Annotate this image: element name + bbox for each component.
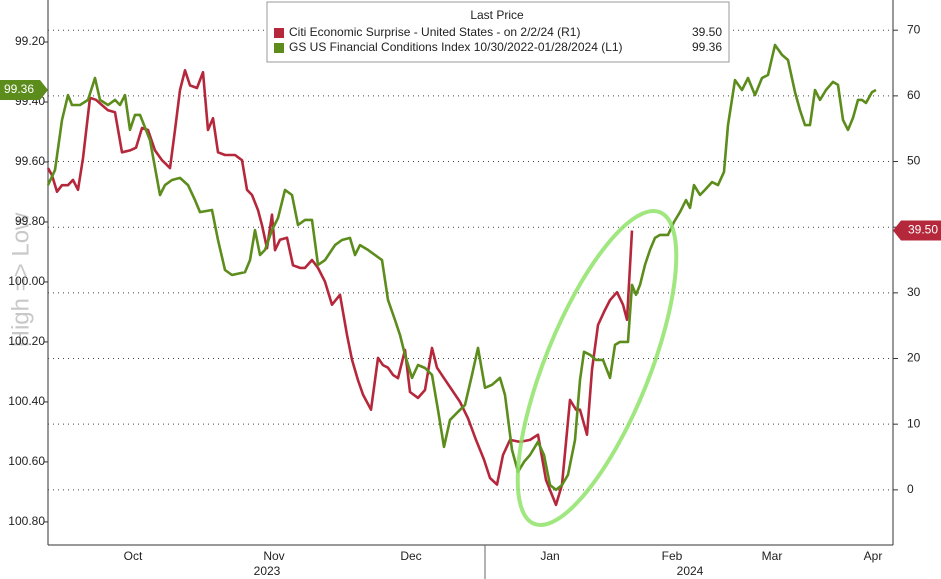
legend-value: 99.36	[692, 40, 722, 54]
y2-tick-label: 30	[907, 285, 921, 299]
year-label: 2024	[677, 564, 704, 578]
y-tick-label: 100.40	[8, 394, 45, 408]
legend-swatch	[274, 43, 284, 53]
last-value-badge: 39.50	[893, 220, 941, 241]
x-tick-label: Mar	[762, 549, 783, 563]
y-tick-label: 100.00	[8, 274, 45, 288]
y2-tick-label: 0	[907, 482, 914, 496]
y-tick-label: 100.20	[8, 334, 45, 348]
year-label: 2023	[254, 564, 281, 578]
y2-tick-label: 60	[907, 88, 921, 102]
x-tick-label: Apr	[864, 549, 883, 563]
legend-value: 39.50	[692, 25, 722, 39]
last-value-badge: 99.36	[0, 79, 48, 100]
badge-shape	[893, 220, 941, 241]
highlight-ellipse	[515, 209, 679, 527]
badge-label: 99.36	[4, 82, 34, 96]
x-tick-label: Oct	[124, 549, 143, 563]
x-tick-label: Nov	[263, 549, 284, 563]
y-axis-label: High => Low	[7, 212, 34, 347]
series-line	[46, 69, 634, 507]
y-tick-label: 99.20	[15, 34, 45, 48]
badge-label: 39.50	[908, 223, 938, 237]
x-tick-label: Feb	[662, 549, 683, 563]
legend-label: Citi Economic Surprise - United States -…	[289, 25, 580, 39]
legend: Last Price Citi Economic Surprise - Unit…	[266, 1, 730, 63]
legend-label: GS US Financial Conditions Index 10/30/2…	[289, 40, 623, 54]
x-tick-label: Jan	[540, 549, 559, 563]
y-tick-label: 99.60	[15, 154, 45, 168]
y-tick-label: 100.60	[8, 454, 45, 468]
y2-tick-label: 70	[907, 22, 921, 36]
series-line	[46, 43, 877, 492]
y2-tick-label: 50	[907, 154, 921, 168]
legend-title: Last Price	[470, 8, 524, 22]
y-tick-label: 99.80	[15, 214, 45, 228]
y2-tick-label: 20	[907, 351, 921, 365]
y2-tick-label: 10	[907, 416, 921, 430]
legend-box	[266, 1, 730, 63]
legend-swatch	[274, 28, 284, 38]
x-tick-label: Dec	[400, 549, 421, 563]
y-tick-label: 100.80	[8, 514, 45, 528]
badge-shape	[0, 79, 48, 100]
